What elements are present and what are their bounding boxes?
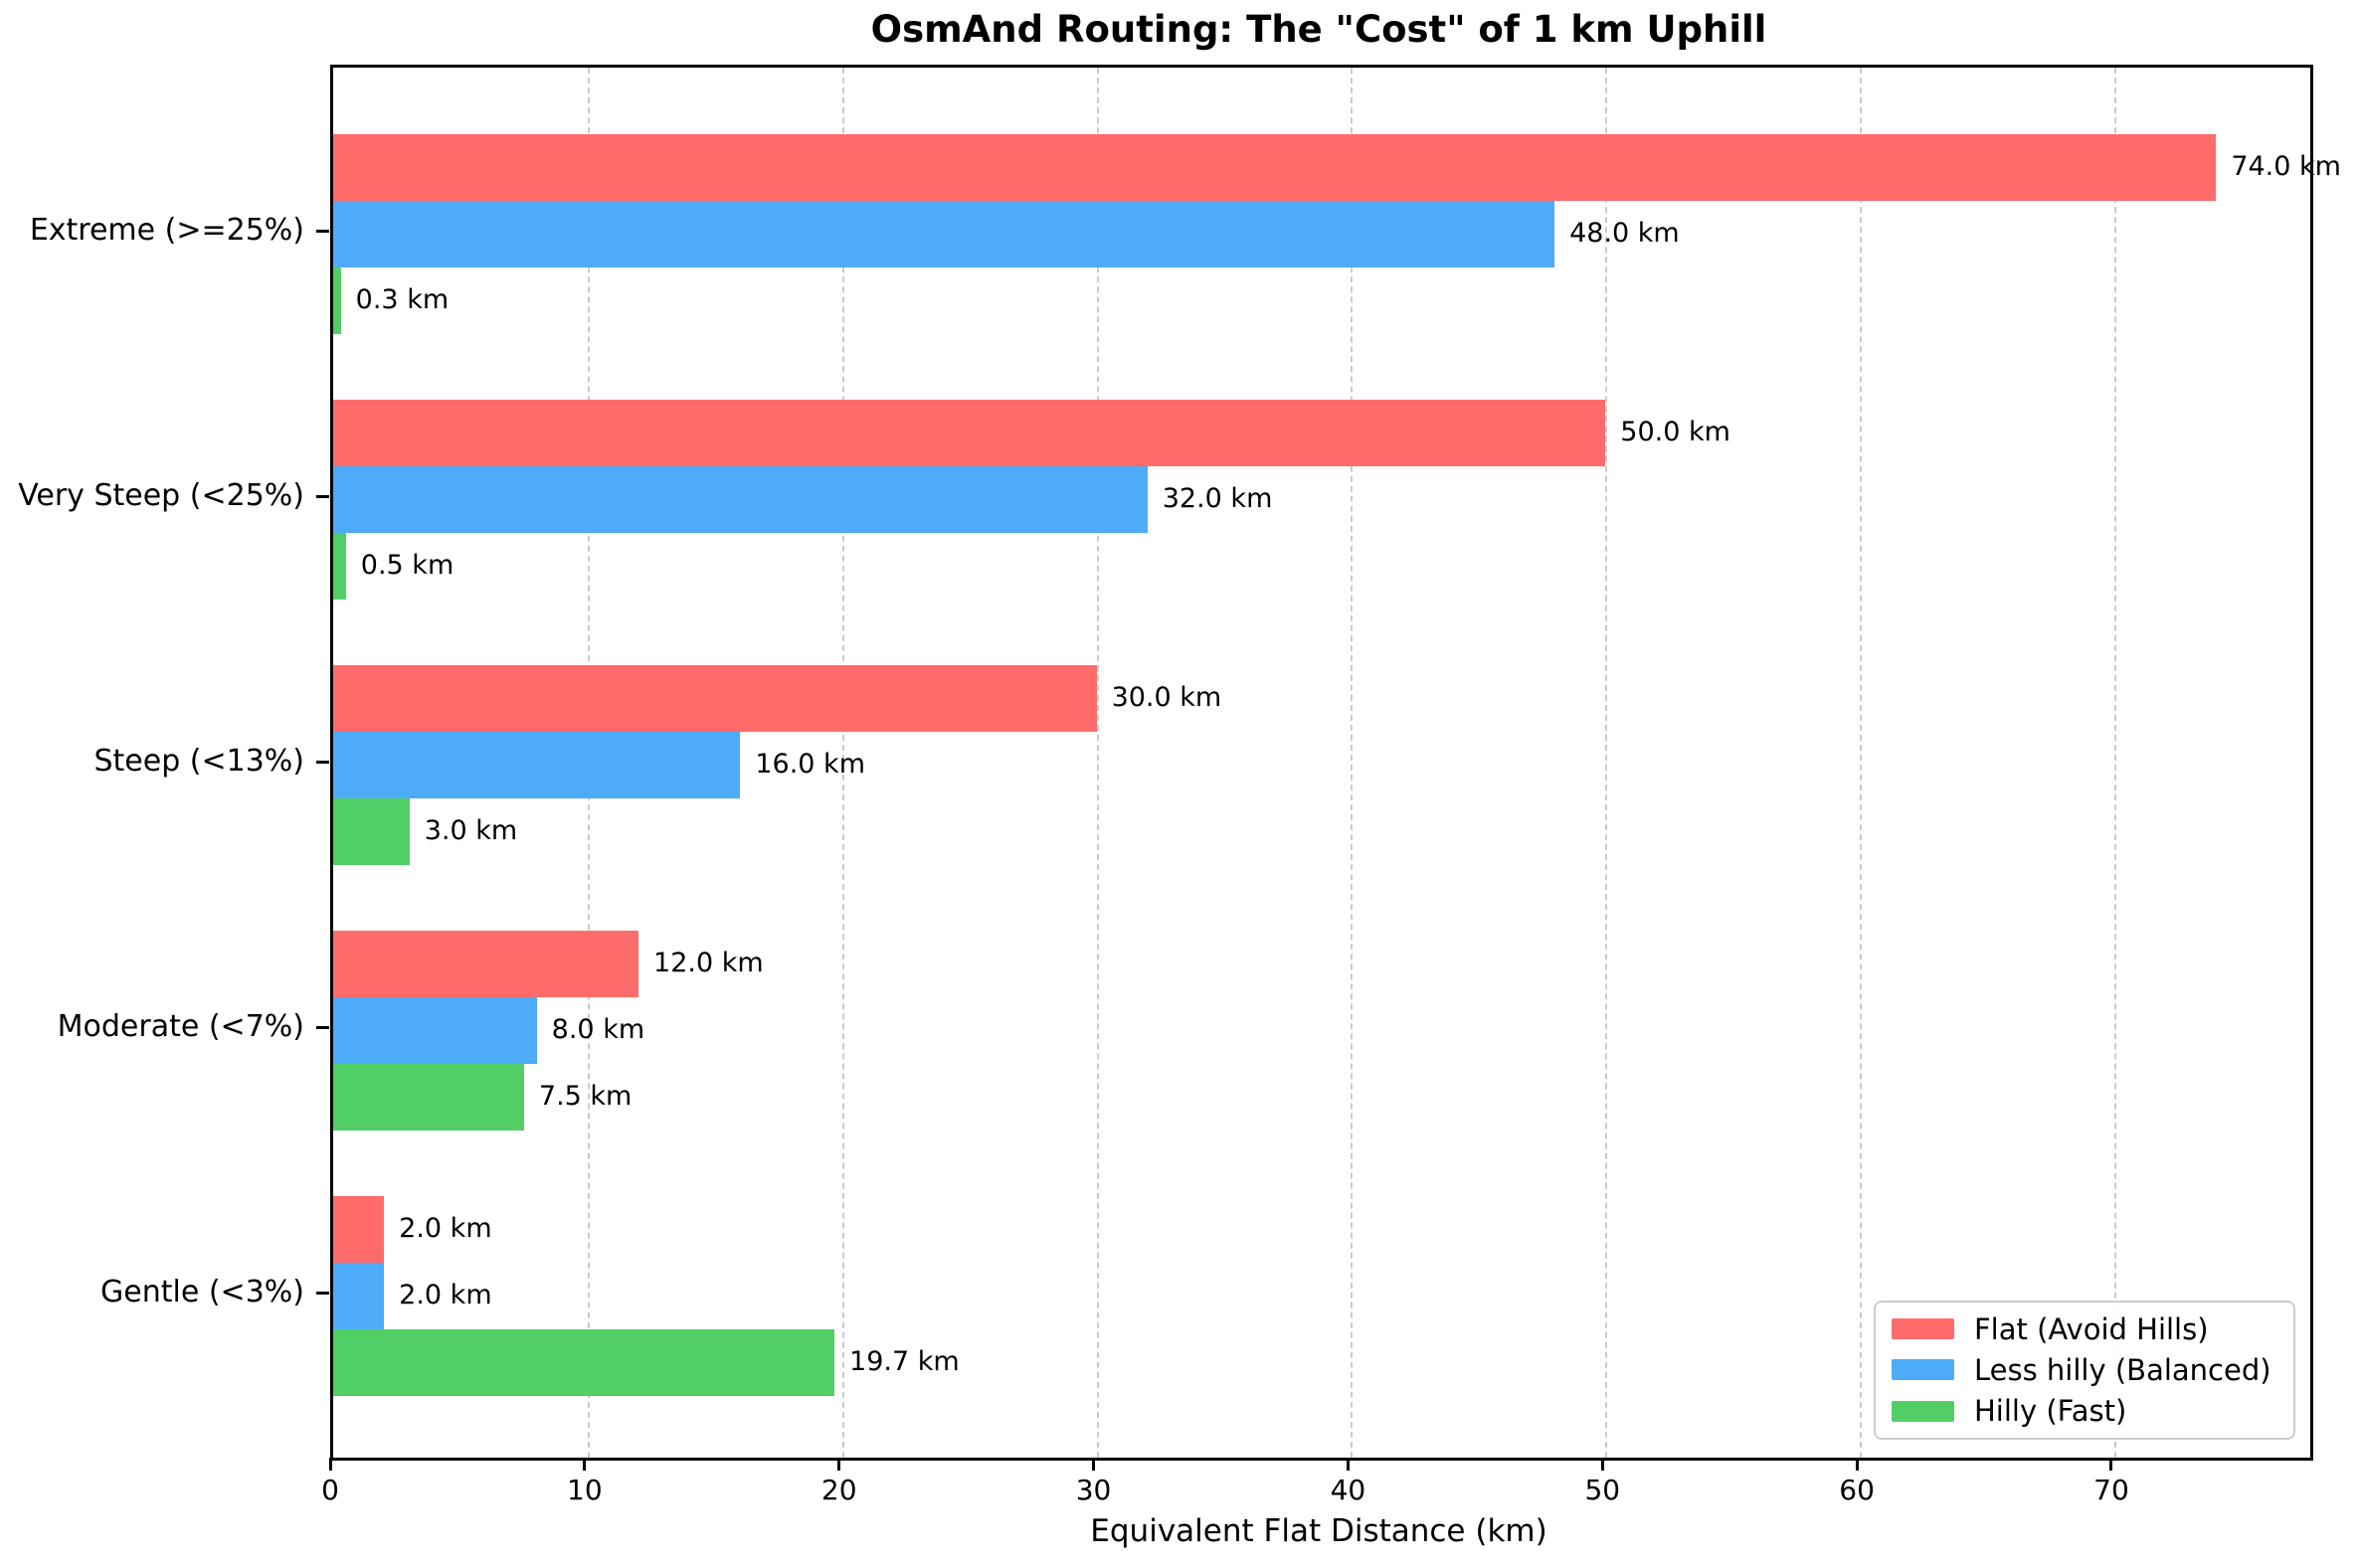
bar-value-label: 0.5 km	[360, 550, 454, 581]
bar-series0-cat0	[333, 133, 2217, 201]
bar-series1-cat2	[333, 731, 741, 798]
plot-area: 74.0 km 50.0 km 30.0 km 12.0 km 2.0 km 48.0 k…	[330, 65, 2341, 1461]
bar-value-label: 8.0 km	[551, 1014, 645, 1045]
legend-swatch	[1892, 1359, 1954, 1381]
gridline-50	[1605, 68, 1608, 1458]
bar-series2-cat0	[333, 266, 341, 334]
bar-value-label: 2.0 km	[399, 1213, 492, 1244]
bar-value-label: 50.0 km	[1620, 417, 1730, 447]
bar-value-label: 74.0 km	[2231, 151, 2341, 182]
bar-series2-cat4	[333, 1328, 835, 1396]
legend-item: Hilly (Fast)	[1892, 1392, 2293, 1430]
y-axis-category-label: Steep (<13%)	[93, 744, 304, 779]
x-axis-tick-label: 40	[1330, 1474, 1366, 1506]
bar-value-label: 19.7 km	[849, 1346, 960, 1377]
y-axis-category-label: Extreme (>=25%)	[29, 213, 304, 248]
y-axis-category-label: Moderate (<7%)	[57, 1009, 304, 1044]
legend-item-label: Hilly (Fast)	[1974, 1394, 2127, 1429]
bar-series2-cat2	[333, 797, 410, 865]
x-axis-tick-label: 60	[1839, 1474, 1875, 1506]
bar-series1-cat0	[333, 200, 1555, 267]
x-axis-tick	[328, 1458, 332, 1471]
y-axis-category-label: Very Steep (<25%)	[18, 478, 304, 513]
bar-value-label: 32.0 km	[1162, 483, 1273, 514]
gridline-20	[841, 68, 844, 1458]
bar-value-label: 7.5 km	[538, 1081, 633, 1112]
x-axis-tick	[1600, 1458, 1604, 1471]
bar-series2-cat3	[333, 1063, 524, 1131]
x-axis-tick-label: 20	[820, 1474, 857, 1506]
y-axis-tick	[316, 760, 329, 764]
legend-swatch	[1892, 1318, 1954, 1340]
bar-series2-cat1	[333, 532, 346, 600]
bar-series0-cat4	[333, 1195, 385, 1263]
legend-item: Less hilly (Balanced)	[1892, 1351, 2293, 1389]
bar-series1-cat4	[333, 1262, 385, 1329]
y-axis-tick	[316, 1291, 329, 1295]
y-axis-tick	[316, 494, 329, 498]
gridline-70	[2113, 68, 2116, 1458]
gridline-60	[1860, 68, 1863, 1458]
chart-title: OsmAnd Routing: The "Cost" of 1 km Uphil…	[870, 8, 1767, 51]
bar-value-label: 48.0 km	[1569, 218, 1680, 249]
bar-series1-cat3	[333, 996, 537, 1064]
legend-item-label: Flat (Avoid Hills)	[1974, 1311, 2209, 1346]
x-axis-tick-label: 70	[2093, 1474, 2129, 1506]
bar-series0-cat2	[333, 664, 1097, 732]
bar-value-label: 3.0 km	[424, 815, 518, 846]
legend: Flat (Avoid Hills) Less hilly (Balanced) H…	[1874, 1301, 2295, 1440]
x-axis-tick-label: 10	[567, 1474, 603, 1506]
x-axis-tick	[837, 1458, 841, 1471]
x-axis-tick	[1346, 1458, 1350, 1471]
legend-item-label: Less hilly (Balanced)	[1974, 1352, 2271, 1387]
bar-value-label: 16.0 km	[755, 749, 865, 780]
y-axis-tick	[316, 1025, 329, 1029]
y-axis-tick	[316, 229, 329, 233]
x-axis-tick-label: 0	[321, 1474, 339, 1506]
bar-value-label: 0.3 km	[355, 284, 450, 315]
bar-series0-cat3	[333, 930, 639, 997]
gridline-40	[1351, 68, 1354, 1458]
x-axis-tick-label: 30	[1075, 1474, 1112, 1506]
x-axis-tick	[2109, 1458, 2113, 1471]
y-axis-category-label: Gentle (<3%)	[100, 1275, 304, 1309]
bar-value-label: 2.0 km	[399, 1280, 492, 1310]
x-axis-tick	[1092, 1458, 1096, 1471]
x-axis-tick-label: 50	[1584, 1474, 1621, 1506]
gridline-30	[1096, 68, 1099, 1458]
legend-item: Flat (Avoid Hills)	[1892, 1310, 2293, 1348]
x-axis-tick	[583, 1458, 587, 1471]
bar-series1-cat1	[333, 465, 1148, 533]
x-axis-tick	[1855, 1458, 1859, 1471]
bar-value-label: 30.0 km	[1111, 682, 1222, 713]
x-axis-label: Equivalent Flat Distance (km)	[1090, 1513, 1547, 1549]
bar-value-label: 12.0 km	[653, 948, 764, 978]
bar-series0-cat1	[333, 399, 1606, 466]
legend-swatch	[1892, 1400, 1954, 1422]
